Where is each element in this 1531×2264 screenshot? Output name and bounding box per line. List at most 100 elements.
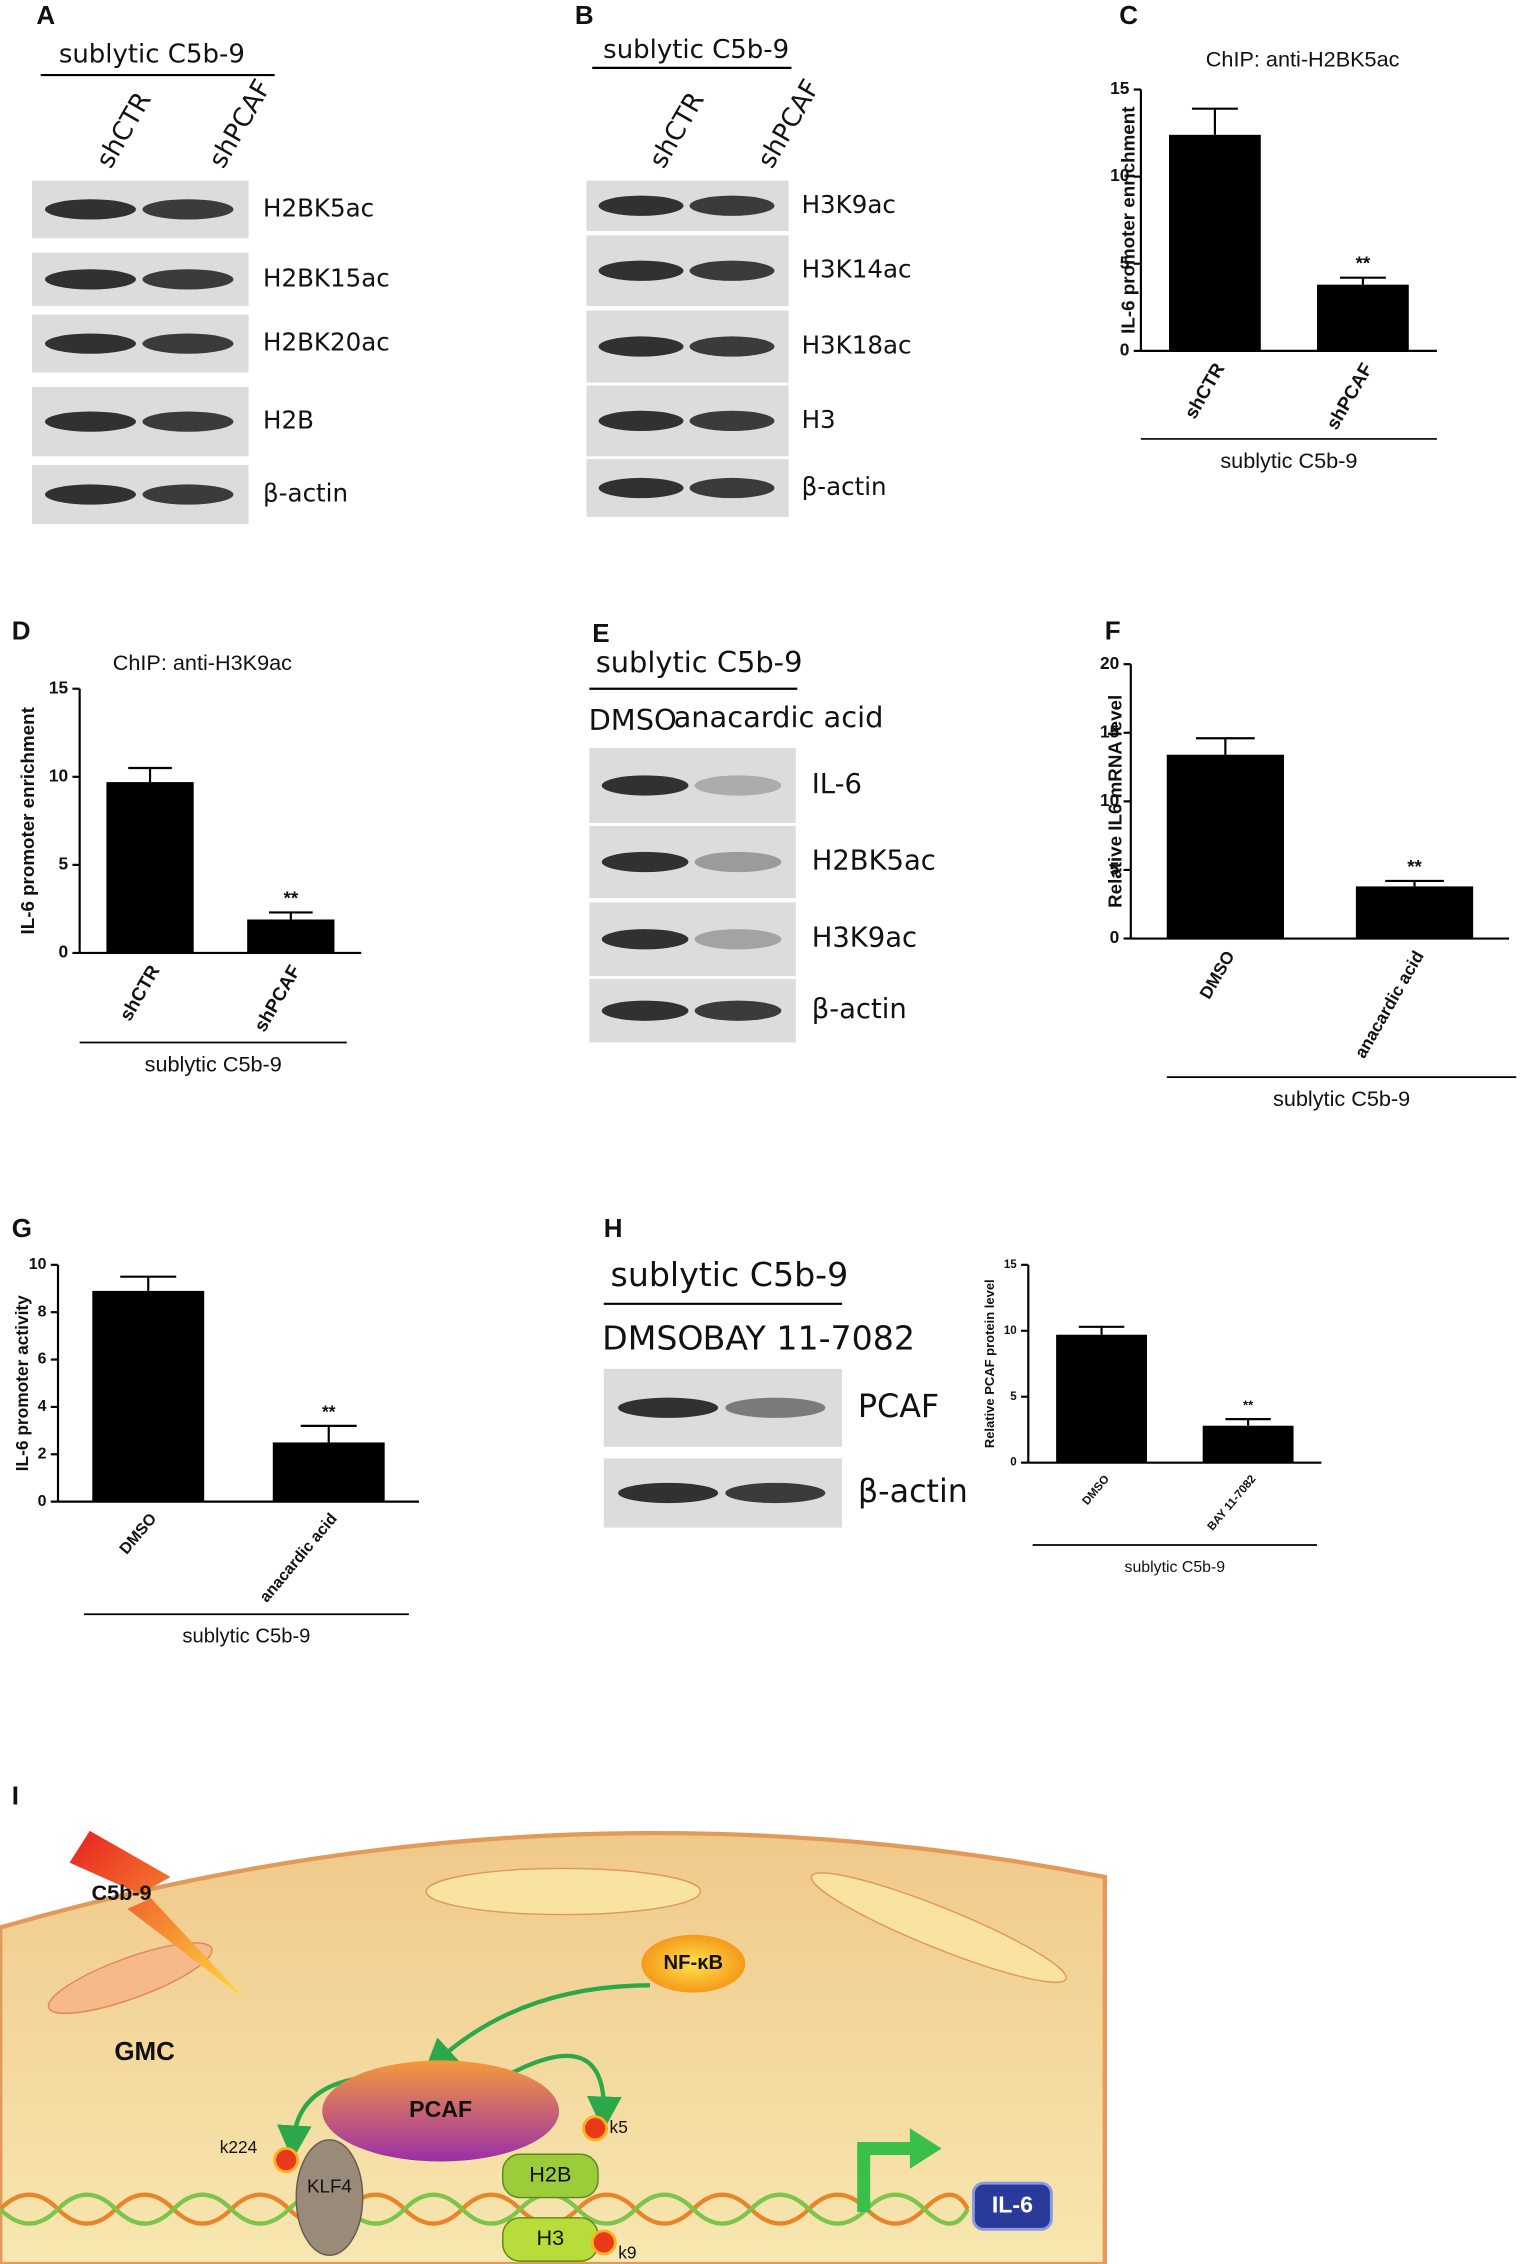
- group-label: sublytic C5b-9: [1273, 1086, 1410, 1111]
- band: [598, 336, 684, 357]
- dna: [0, 2192, 970, 2226]
- significance: **: [1243, 1398, 1254, 1413]
- nfkb-label: NF-κB: [664, 1952, 724, 1974]
- panel-letter: H: [604, 1213, 623, 1243]
- panel-letter: B: [575, 0, 594, 30]
- stimulus-label: C5b-9: [91, 1880, 151, 1905]
- h2b-label: H2B: [529, 2162, 571, 2187]
- bar: [1317, 284, 1409, 351]
- h2b: [501, 2153, 599, 2199]
- acetyl-site: [590, 2229, 617, 2256]
- band: [694, 1000, 782, 1021]
- blot-header: sublytic C5b-9: [611, 1255, 849, 1294]
- band: [45, 333, 136, 354]
- y-tick-label: 10: [49, 765, 68, 785]
- tss-arrow-head: [909, 2128, 942, 2169]
- bar: [106, 782, 194, 953]
- y-tick-label: 4: [38, 1398, 47, 1415]
- band: [694, 851, 782, 873]
- y-axis-label: IL-6 promoter enrichment: [17, 706, 38, 934]
- lane-label: DMSO: [589, 703, 677, 737]
- acetyl-site: [273, 2147, 300, 2174]
- group-label: sublytic C5b-9: [1125, 1559, 1226, 1576]
- arrow: [423, 1983, 650, 2074]
- lane-label: BAY 11-7082: [703, 1318, 915, 1357]
- band: [601, 851, 689, 873]
- bar: [1355, 886, 1474, 939]
- panel-letter: C: [1119, 0, 1138, 30]
- x-tick-label: anacardic acid: [1350, 947, 1427, 1061]
- row-label: H3K18ac: [802, 331, 912, 360]
- band: [598, 260, 684, 281]
- bar: [92, 1290, 205, 1502]
- chart-title: ChIP: anti-H3K9ac: [113, 650, 292, 675]
- x-tick-label: shPCAF: [250, 961, 305, 1035]
- arrow: [504, 2053, 622, 2132]
- bar: [272, 1442, 385, 1502]
- band: [142, 199, 234, 220]
- band: [601, 775, 689, 796]
- row-label: PCAF: [858, 1389, 939, 1425]
- y-tick-label: 8: [38, 1303, 47, 1320]
- band: [45, 269, 136, 290]
- x-tick-label: DMSO: [1081, 1473, 1112, 1507]
- band: [725, 1482, 826, 1504]
- site-label: k5: [610, 2117, 628, 2137]
- y-tick-label: 5: [1010, 1391, 1017, 1403]
- panel-letter: D: [12, 615, 31, 645]
- band: [598, 195, 684, 216]
- band: [694, 929, 782, 950]
- lane-label: shCTR: [644, 87, 711, 173]
- bar: [1202, 1425, 1294, 1463]
- row-label: H2BK15ac: [263, 263, 390, 292]
- lane-label: shPCAF: [203, 75, 277, 174]
- chart-title: ChIP: anti-H2BK5ac: [1206, 46, 1400, 71]
- y-tick-label: 15: [1100, 721, 1120, 741]
- band: [598, 477, 684, 499]
- pcaf-label: PCAF: [409, 2096, 472, 2122]
- x-tick-label: anacardic acid: [257, 1510, 341, 1605]
- lane-label: DMSO: [602, 1318, 703, 1357]
- y-tick-label: 10: [1110, 165, 1129, 185]
- y-tick-label: 10: [1100, 790, 1119, 810]
- band: [618, 1397, 719, 1418]
- organelle: [47, 1942, 213, 2015]
- y-tick-label: 0: [1120, 339, 1130, 359]
- y-tick-label: 20: [1100, 653, 1119, 673]
- y-axis-label: Relative IL6 mRNA level: [1104, 695, 1125, 908]
- y-tick-label: 0: [38, 1493, 47, 1510]
- band: [689, 195, 775, 216]
- y-tick-label: 0: [1110, 927, 1120, 947]
- y-tick-label: 10: [1004, 1325, 1017, 1337]
- band: [694, 775, 782, 796]
- panel-letter: G: [12, 1213, 32, 1243]
- y-axis-label: IL-6 promoter enrichment: [1117, 106, 1138, 334]
- band: [45, 199, 136, 220]
- x-tick-label: DMSO: [117, 1510, 161, 1557]
- y-tick-label: 6: [38, 1351, 47, 1368]
- x-tick-label: shCTR: [1180, 359, 1229, 422]
- band: [689, 477, 775, 499]
- y-tick-label: 0: [58, 942, 68, 962]
- panel-letter: A: [36, 0, 55, 30]
- organelle: [810, 1872, 1067, 1983]
- band: [142, 269, 234, 290]
- site-label: k9: [618, 2242, 636, 2262]
- band: [45, 484, 136, 505]
- y-tick-label: 5: [58, 853, 68, 873]
- site-label: k224: [220, 2137, 258, 2157]
- significance: **: [1407, 856, 1422, 877]
- bar: [1166, 754, 1285, 939]
- y-tick-label: 15: [1110, 78, 1130, 98]
- lightning: [69, 1830, 246, 2000]
- row-label: β-actin: [263, 479, 348, 508]
- lane-label: shPCAF: [752, 75, 826, 174]
- significance: **: [1356, 253, 1371, 274]
- row-label: H2BK5ac: [263, 193, 374, 222]
- significance: **: [284, 887, 299, 908]
- band: [142, 333, 234, 354]
- arrow: [277, 2077, 355, 2161]
- band: [689, 410, 775, 431]
- x-tick-label: DMSO: [1195, 947, 1238, 1002]
